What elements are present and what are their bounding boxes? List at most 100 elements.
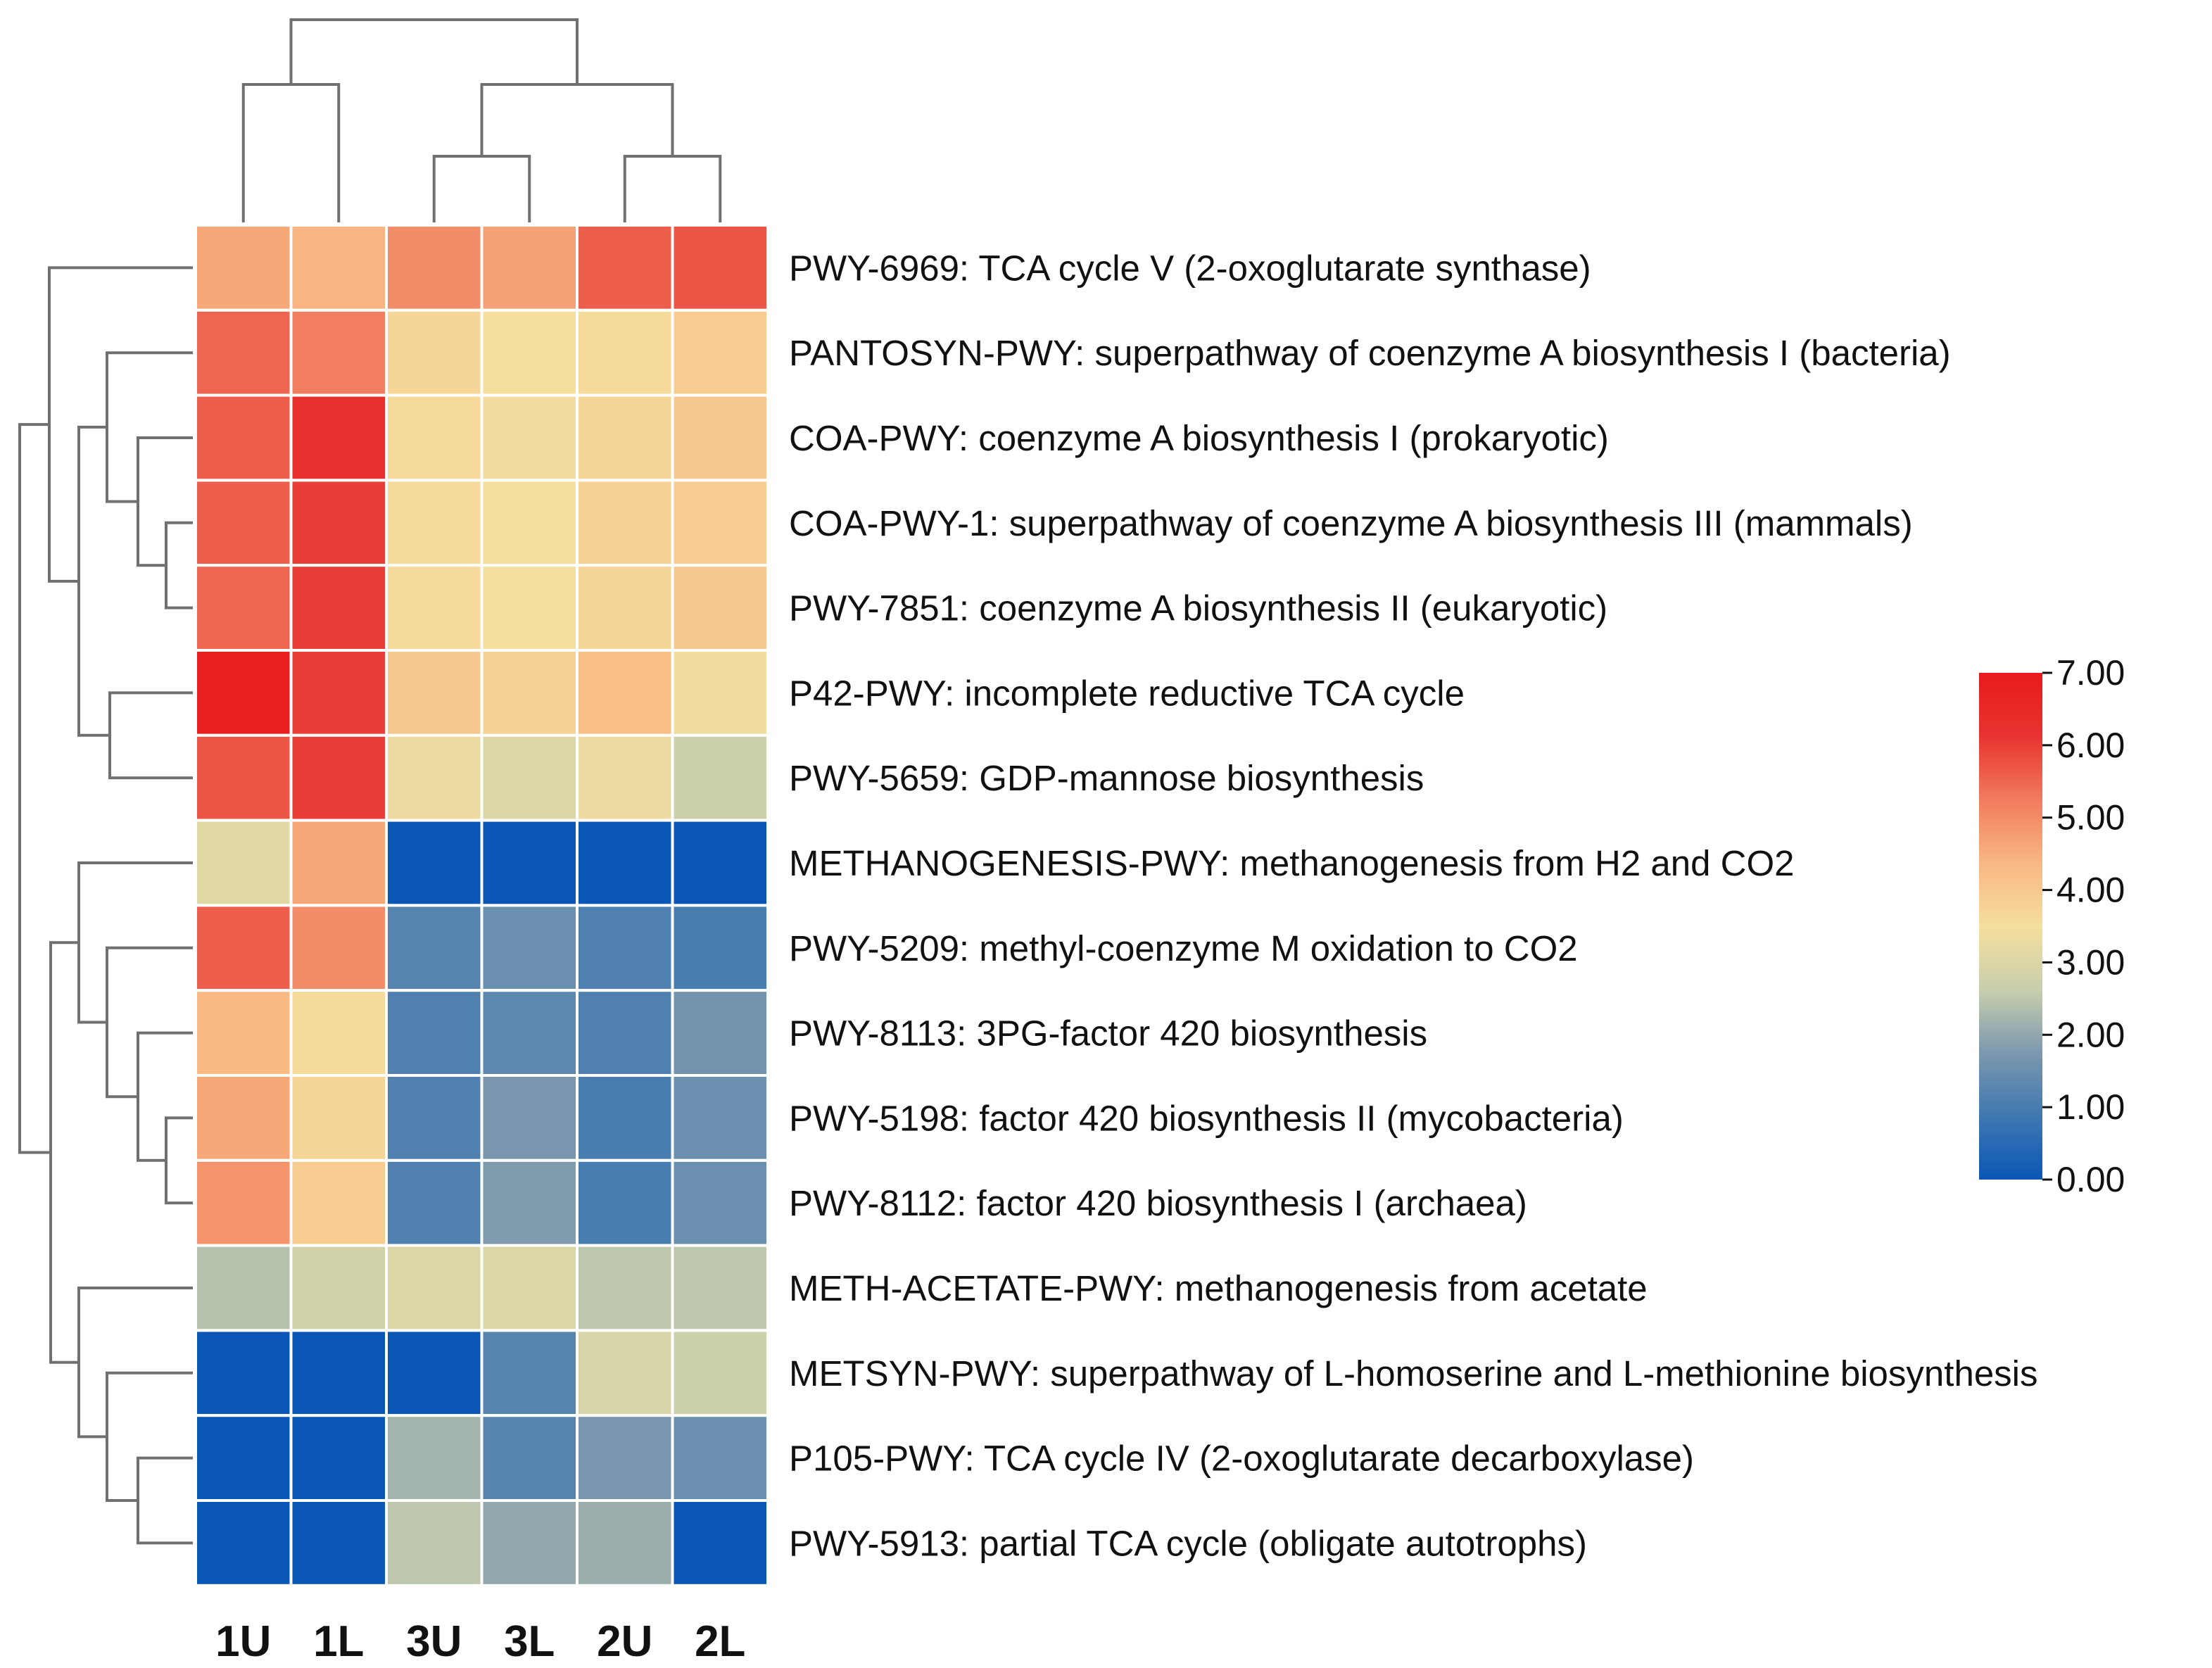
heatmap-cell-coa-pwy-3u xyxy=(385,393,484,482)
heatmap-cell-metsyn-pwy-2l xyxy=(671,1329,769,1417)
col-dendro-link-2u-2l xyxy=(623,155,722,222)
heatmap-cell-pwy-7851-3u xyxy=(385,564,484,652)
heatmap-cell-p105-pwy-1u xyxy=(194,1414,293,1502)
column-label-1u: 1U xyxy=(215,1617,271,1664)
row-label-pantosyn-pwy: PANTOSYN-PWY: superpathway of coenzyme A… xyxy=(789,333,1951,373)
row-label-pwy-5659: PWY-5659: GDP-mannose biosynthesis xyxy=(789,758,1424,798)
heatmap-cell-meth-acetate-pwy-2u xyxy=(576,1244,674,1332)
heatmap-cell-pantosyn-pwy-1l xyxy=(289,308,388,397)
heatmap-cell-methanogenesis-pwy-3l xyxy=(480,819,579,907)
heatmap-cell-pwy-6969-2l xyxy=(671,224,769,312)
heatmap-cell-pwy-7851-2l xyxy=(671,564,769,652)
heatmap-cell-pwy-6969-2u xyxy=(576,224,674,312)
heatmap-cell-metsyn-pwy-3u xyxy=(385,1329,484,1417)
heatmap-cell-coa-pwy-1-2u xyxy=(576,479,674,567)
heatmap-cell-p42-pwy-3u xyxy=(385,649,484,737)
heatmap-cell-metsyn-pwy-1l xyxy=(289,1329,388,1417)
heatmap-cell-pwy-8113-2u xyxy=(576,989,674,1077)
heatmap-cell-p105-pwy-3u xyxy=(385,1414,484,1502)
col-dendro-link-1u-1l xyxy=(241,83,341,222)
heatmap-cell-pwy-8112-3u xyxy=(385,1158,484,1247)
row-dendrogram xyxy=(18,266,193,1545)
heatmap-cell-pwy-8112-2l xyxy=(671,1158,769,1247)
column-label-3l: 3L xyxy=(504,1617,555,1664)
row-label-p42-pwy: P42-PWY: incomplete reductive TCA cycle xyxy=(789,673,1465,713)
heatmap-cell-pwy-5659-1l xyxy=(289,733,388,822)
heatmap-cell-meth-acetate-pwy-2l xyxy=(671,1244,769,1332)
heatmap-cell-pwy-5198-1l xyxy=(289,1074,388,1162)
heatmap-cell-p42-pwy-1u xyxy=(194,649,293,737)
heatmap-cell-pwy-5209-1l xyxy=(289,904,388,992)
heatmap-cell-pwy-5913-1l xyxy=(289,1499,388,1587)
heatmap-cell-pwy-5209-3l xyxy=(480,904,579,992)
heatmap-cell-pwy-5659-2u xyxy=(576,733,674,822)
heatmap-cell-pantosyn-pwy-3l xyxy=(480,308,579,397)
heatmap-cell-pwy-6969-3l xyxy=(480,224,579,312)
heatmap-cell-pwy-7851-1l xyxy=(289,564,388,652)
row-label-pwy-6969: PWY-6969: TCA cycle V (2-oxoglutarate sy… xyxy=(789,248,1591,288)
heatmap-cell-pwy-5659-2l xyxy=(671,733,769,822)
heatmap-cell-p42-pwy-2l xyxy=(671,649,769,737)
row-dendro-link-pantosyn-group xyxy=(106,351,193,503)
row-dendro-link-meth-acetate-group xyxy=(77,1287,193,1439)
heatmap-cell-pwy-5209-1u xyxy=(194,904,293,992)
heatmap-cell-pwy-6969-1l xyxy=(289,224,388,312)
column-label-2u: 2U xyxy=(597,1617,652,1664)
row-dendro-link-p105-5913 xyxy=(137,1456,193,1545)
column-label-1l: 1L xyxy=(313,1617,364,1664)
heatmap-cell-pwy-5198-2u xyxy=(576,1074,674,1162)
heatmap-cell-pwy-8113-1u xyxy=(194,989,293,1077)
heatmap-cell-coa-pwy-1-3l xyxy=(480,479,579,567)
heatmap-cell-pwy-8113-1l xyxy=(289,989,388,1077)
heatmap-cell-coa-pwy-1-3u xyxy=(385,479,484,567)
row-dendro-link-lower xyxy=(49,941,79,1364)
row-label-pwy-5198: PWY-5198: factor 420 biosynthesis II (my… xyxy=(789,1098,1624,1138)
heatmap-cell-p105-pwy-2u xyxy=(576,1414,674,1502)
row-dendro-link-methanogenesis-group xyxy=(77,861,193,1024)
heatmap-cell-pwy-5209-2l xyxy=(671,904,769,992)
heatmap-cell-pwy-8113-3l xyxy=(480,989,579,1077)
heatmap-cell-pwy-5659-3l xyxy=(480,733,579,822)
colorbar-tick-label-7: 7.00 xyxy=(2056,653,2125,693)
heatmap-cell-pwy-5659-1u xyxy=(194,733,293,822)
heatmap-cell-coa-pwy-1u xyxy=(194,393,293,482)
heatmap-cell-meth-acetate-pwy-3l xyxy=(480,1244,579,1332)
heatmap-cell-p42-pwy-1l xyxy=(289,649,388,737)
heatmap-cell-pwy-5209-2u xyxy=(576,904,674,992)
row-labels: PWY-6969: TCA cycle V (2-oxoglutarate sy… xyxy=(789,248,2038,1563)
heatmap-cell-pwy-8112-3l xyxy=(480,1158,579,1247)
column-labels: 1U 1L 3U 3L 2U 2L xyxy=(215,1617,745,1666)
row-label-methanogenesis-pwy: METHANOGENESIS-PWY: methanogenesis from … xyxy=(789,843,1795,883)
heatmap-cell-methanogenesis-pwy-2l xyxy=(671,819,769,907)
colorbar-tick-label-3: 3.00 xyxy=(2056,942,2125,982)
heatmap-cell-pwy-6969-1u xyxy=(194,224,293,312)
heatmap-cell-p105-pwy-3l xyxy=(480,1414,579,1502)
heatmap-cell-pwy-5209-3u xyxy=(385,904,484,992)
row-label-metsyn-pwy: METSYN-PWY: superpathway of L-homoserine… xyxy=(789,1353,2038,1394)
heatmap-cell-pwy-5198-3l xyxy=(480,1074,579,1162)
colorbar-tick-label-6: 6.00 xyxy=(2056,726,2125,765)
heatmap-cell-pwy-8112-1l xyxy=(289,1158,388,1247)
heatmap-cell-metsyn-pwy-1u xyxy=(194,1329,293,1417)
heatmap-cell-coa-pwy-1-1l xyxy=(289,479,388,567)
heatmap-cell-p42-pwy-2u xyxy=(576,649,674,737)
row-dendro-link-upper-mid xyxy=(77,425,110,737)
row-label-pwy-5913: PWY-5913: partial TCA cycle (obligate au… xyxy=(789,1523,1587,1563)
heatmap-cell-pwy-5913-2u xyxy=(576,1499,674,1587)
colorbar: 0.00 1.00 2.00 3.00 4.00 5.00 6.00 7.00 xyxy=(1979,653,2125,1199)
col-dendro-link-3-2 xyxy=(480,83,674,156)
colorbar-tick-label-2: 2.00 xyxy=(2056,1015,2125,1054)
heatmap-cell-coa-pwy-3l xyxy=(480,393,579,482)
heatmap-cell-pwy-8113-3u xyxy=(385,989,484,1077)
heatmap-cell-metsyn-pwy-3l xyxy=(480,1329,579,1417)
heatmap-cell-methanogenesis-pwy-3u xyxy=(385,819,484,907)
heatmap-cell-pwy-5913-3u xyxy=(385,1499,484,1587)
row-dendro-link-coa1-7851 xyxy=(165,521,193,609)
heatmap-cell-pantosyn-pwy-1u xyxy=(194,308,293,397)
heatmap-cell-pwy-5913-1u xyxy=(194,1499,293,1587)
heatmap-cell-pwy-8113-2l xyxy=(671,989,769,1077)
colorbar-gradient xyxy=(1979,673,2042,1180)
heatmap-cell-coa-pwy-1-2l xyxy=(671,479,769,567)
